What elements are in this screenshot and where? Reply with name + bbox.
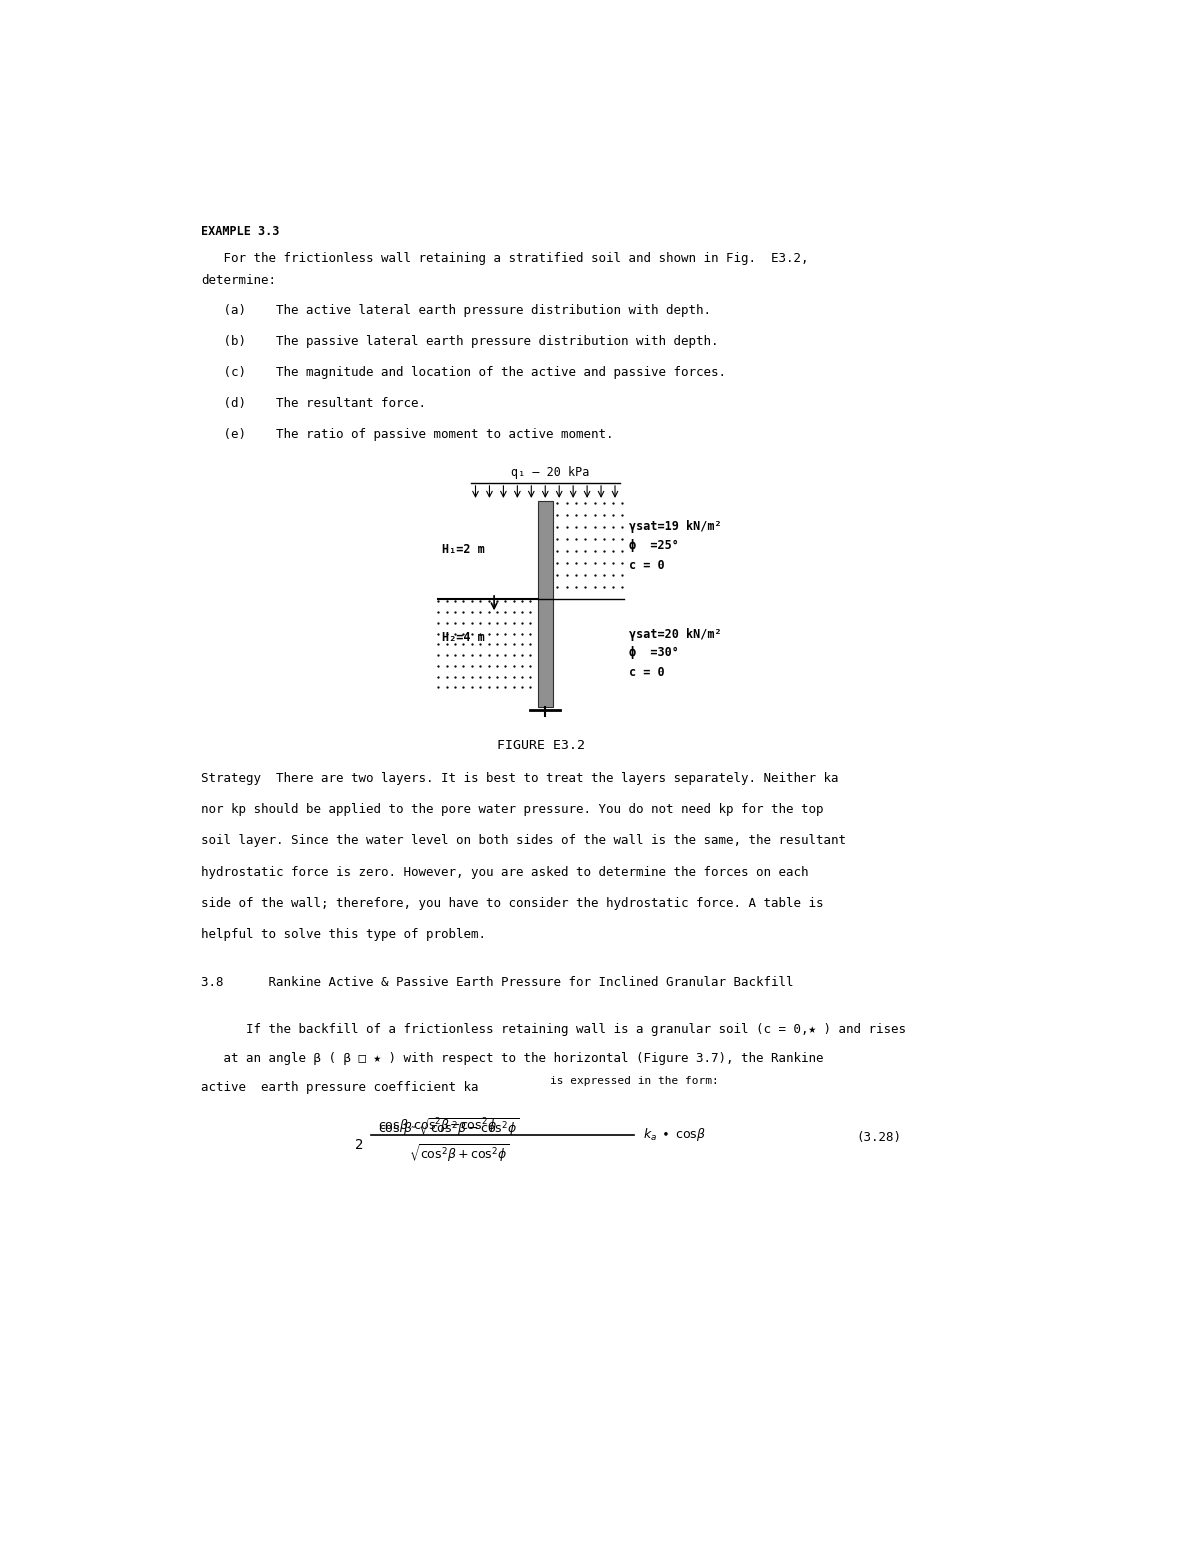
Text: c = 0: c = 0 <box>629 666 665 680</box>
Text: (b)    The passive lateral earth pressure distribution with depth.: (b) The passive lateral earth pressure d… <box>202 334 719 348</box>
Text: helpful to solve this type of problem.: helpful to solve this type of problem. <box>202 927 486 941</box>
Text: at an angle β ( β □ ★ ) with respect to the horizontal (Figure 3.7), the Rankine: at an angle β ( β □ ★ ) with respect to … <box>202 1051 823 1065</box>
Text: Strategy  There are two layers. It is best to treat the layers separately. Neith: Strategy There are two layers. It is bes… <box>202 772 839 786</box>
Text: c = 0: c = 0 <box>629 559 665 573</box>
Text: $k_a\;\bullet\;\cos\!\beta$: $k_a\;\bullet\;\cos\!\beta$ <box>643 1126 706 1143</box>
Text: If the backfill of a frictionless retaining wall is a granular soil (c = 0,★ ) a: If the backfill of a frictionless retain… <box>202 1023 906 1036</box>
Text: FIGURE E3.2: FIGURE E3.2 <box>497 739 584 752</box>
Text: side of the wall; therefore, you have to consider the hydrostatic force. A table: side of the wall; therefore, you have to… <box>202 896 823 910</box>
Text: ϕ  =25°: ϕ =25° <box>629 539 679 553</box>
Text: γsat=20 kN/m²: γsat=20 kN/m² <box>629 629 721 641</box>
Text: 3.8      Rankine Active & Passive Earth Pressure for Inclined Granular Backfill: 3.8 Rankine Active & Passive Earth Press… <box>202 975 793 989</box>
Text: (e)    The ratio of passive moment to active moment.: (e) The ratio of passive moment to activ… <box>202 429 613 441</box>
Text: (3.28): (3.28) <box>857 1131 902 1145</box>
Text: H₁=2 m: H₁=2 m <box>442 544 485 556</box>
Text: cos $\beta$  $\sqrt{\cos^2\!\beta - \cos^2\!\phi}$: cos $\beta$ $\sqrt{\cos^2\!\beta - \cos^… <box>378 1117 520 1138</box>
Text: nor kp should be applied to the pore water pressure. You do not need kp for the : nor kp should be applied to the pore wat… <box>202 803 823 817</box>
Text: is expressed in the form:: is expressed in the form: <box>550 1076 719 1086</box>
Text: ϕ  =30°: ϕ =30° <box>629 646 679 658</box>
Text: $\cos\!\beta\;\widetilde{\;}\cos^2\!\beta\!-\!\cos^2\!\phi$: $\cos\!\beta\;\widetilde{\;}\cos^2\!\bet… <box>378 1117 497 1137</box>
Text: For the frictionless wall retaining a stratified soil and shown in Fig.  E3.2,: For the frictionless wall retaining a st… <box>202 252 809 266</box>
Text: determine:: determine: <box>202 273 276 287</box>
Bar <box>538 502 553 707</box>
Text: $\sqrt{\cos^2\!\beta + \cos^2\!\phi}$: $\sqrt{\cos^2\!\beta + \cos^2\!\phi}$ <box>408 1143 509 1165</box>
Text: EXAMPLE 3.3: EXAMPLE 3.3 <box>202 225 280 238</box>
Text: active  earth pressure coefficient ka: active earth pressure coefficient ka <box>202 1081 479 1093</box>
Text: (c)    The magnitude and location of the active and passive forces.: (c) The magnitude and location of the ac… <box>202 365 726 379</box>
Text: (a)    The active lateral earth pressure distribution with depth.: (a) The active lateral earth pressure di… <box>202 303 712 317</box>
Text: soil layer. Since the water level on both sides of the wall is the same, the res: soil layer. Since the water level on bot… <box>202 834 846 848</box>
Text: q₁ – 20 kPa: q₁ – 20 kPa <box>511 466 589 480</box>
Text: (d)    The resultant force.: (d) The resultant force. <box>202 398 426 410</box>
Text: γsat=19 kN/m²: γsat=19 kN/m² <box>629 520 721 533</box>
Text: hydrostatic force is zero. However, you are asked to determine the forces on eac: hydrostatic force is zero. However, you … <box>202 865 809 879</box>
Text: H₂=4 m: H₂=4 m <box>442 631 485 644</box>
Text: 2: 2 <box>355 1138 362 1152</box>
